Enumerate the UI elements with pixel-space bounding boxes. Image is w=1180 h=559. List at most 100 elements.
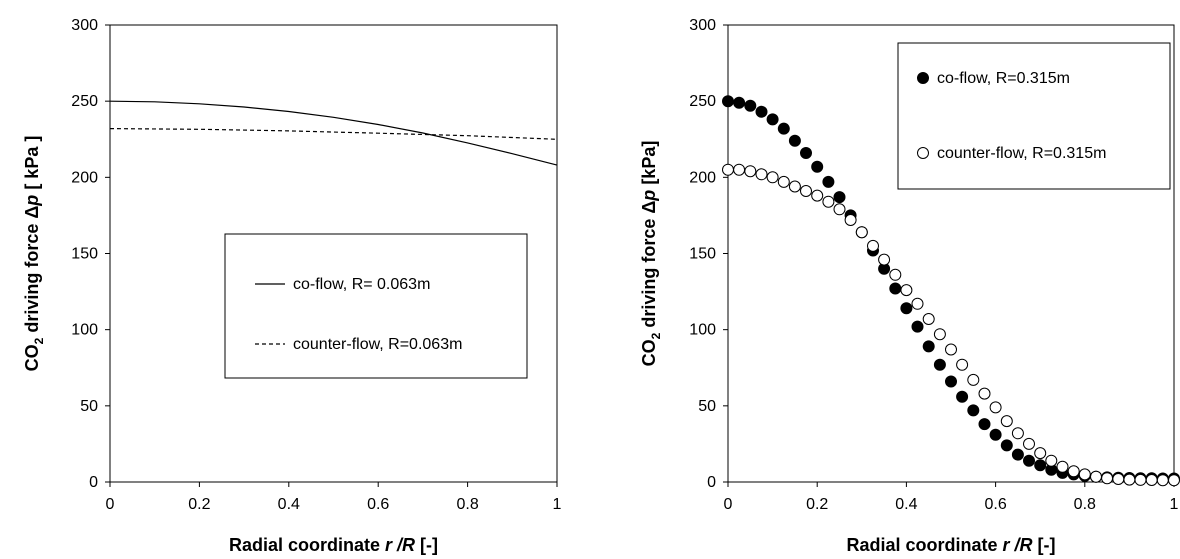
open-marker: [1045, 454, 1058, 467]
open-marker: [800, 185, 812, 197]
x-tick-label: 0.2: [806, 496, 828, 513]
filled-marker: [978, 418, 991, 431]
y-tick-label: 100: [689, 322, 716, 339]
x-tick-label: 0.2: [188, 496, 210, 513]
y-tick-label: 200: [71, 169, 98, 186]
open-marker: [989, 401, 1002, 414]
y-tick-label: 100: [71, 322, 98, 339]
open-marker: [1067, 465, 1080, 478]
filled-marker: [800, 147, 812, 159]
y-tick-label: 150: [689, 246, 716, 263]
y-tick-label: 200: [689, 169, 716, 186]
open-marker: [900, 284, 913, 297]
x-tick-label: 0.6: [367, 496, 389, 513]
open-marker: [811, 189, 824, 202]
open-marker: [878, 253, 891, 266]
y-axis-label: CO2 driving force Δp [kPa]: [639, 141, 663, 367]
x-tick-label: 0.6: [984, 496, 1006, 513]
legend-box: [224, 233, 528, 379]
open-marker: [822, 195, 835, 208]
filled-marker: [733, 96, 746, 109]
open-marker: [1168, 474, 1180, 487]
y-tick-label: 250: [71, 93, 98, 110]
filled-marker: [744, 99, 757, 112]
filled-marker: [900, 302, 913, 315]
y-tick-label: 50: [698, 398, 716, 415]
legend-box: [897, 42, 1171, 190]
x-tick-label: 1: [553, 496, 562, 513]
filled-marker: [933, 358, 946, 371]
open-marker: [1156, 474, 1169, 487]
chart-1: 0 50 100 150 200 250 300 0 0.2 0.4 0.6 0.8 1 Radial c…: [22, 17, 562, 555]
y-tick-label: 150: [71, 246, 98, 263]
x-axis-label: Radial coordinate r /R [-]: [846, 535, 1055, 555]
filled-marker: [945, 375, 957, 388]
x-tick-label: 1: [1170, 496, 1179, 513]
filled-marker: [1000, 439, 1013, 452]
x-axis-label: Radial coordinate r /R [-]: [229, 535, 438, 555]
open-marker: [733, 163, 746, 176]
open-marker: [1101, 472, 1114, 485]
open-marker: [956, 358, 969, 371]
filled-marker: [967, 404, 980, 417]
filled-marker: [811, 160, 824, 173]
x-tick-label: 0.4: [278, 496, 300, 513]
open-marker: [1123, 473, 1136, 486]
open-marker: [833, 203, 846, 216]
open-marker: [1112, 473, 1125, 485]
x-tick-label: 0: [106, 496, 115, 513]
open-marker: [978, 387, 991, 400]
open-marker: [766, 171, 779, 184]
y-tick-label: 250: [689, 93, 716, 110]
open-marker: [844, 214, 857, 226]
filled-marker: [755, 105, 768, 118]
filled-marker: [1023, 454, 1035, 467]
filled-marker: [1034, 459, 1047, 472]
open-marker: [788, 180, 801, 193]
chart-2: 0 50 100 150 200 250 300 0 0.2 0.4 0.6 0.8 1 Radial c…: [639, 17, 1180, 555]
open-marker: [1000, 415, 1013, 428]
filled-marker: [788, 134, 801, 147]
series-line-1: [109, 100, 558, 166]
open-marker: [1023, 437, 1035, 450]
x-tick-label: 0.8: [1074, 496, 1096, 513]
open-marker: [1056, 460, 1069, 473]
open-marker: [777, 175, 790, 188]
x-tick-label: 0: [724, 496, 733, 513]
filled-marker: [922, 340, 935, 353]
y-tick-label: 0: [89, 474, 98, 491]
filled-marker: [822, 175, 835, 188]
open-marker: [755, 168, 768, 181]
legend-label: co-flow, R=0.315m: [937, 70, 1070, 87]
y-tick-label: 300: [71, 17, 98, 34]
open-marker: [922, 313, 935, 325]
legend-label: counter-flow, R=0.315m: [937, 145, 1106, 162]
y-tick-label: 0: [707, 474, 716, 491]
open-marker: [722, 163, 734, 176]
open-marker: [744, 165, 757, 178]
filled-marker: [956, 390, 969, 403]
open-marker: [867, 239, 879, 252]
legend-marker: [917, 72, 929, 84]
open-marker: [1034, 447, 1047, 460]
open-marker: [889, 268, 902, 281]
filled-marker: [1011, 448, 1024, 461]
legend: co-flow, R=0.315m counter-flow, R=0.315m: [897, 42, 1171, 190]
series-line-2: [109, 128, 558, 140]
filled-marker: [766, 113, 779, 126]
y-axis-label: CO2 driving force Δp [ kPa ]: [22, 136, 46, 372]
x-tick-label: 0.4: [895, 496, 917, 513]
open-marker: [911, 297, 924, 310]
filled-marker: [989, 428, 1002, 441]
open-marker: [933, 328, 946, 341]
legend: co-flow, R= 0.063m counter-flow, R=0.063m: [224, 233, 528, 379]
filled-marker: [911, 320, 924, 333]
y-tick-label: 300: [689, 17, 716, 34]
open-marker: [1090, 470, 1102, 483]
open-marker: [967, 373, 980, 386]
legend-marker: [917, 147, 929, 159]
x-tick-label: 0.8: [456, 496, 478, 513]
open-marker: [1134, 473, 1147, 486]
y-tick-label: 50: [80, 398, 98, 415]
